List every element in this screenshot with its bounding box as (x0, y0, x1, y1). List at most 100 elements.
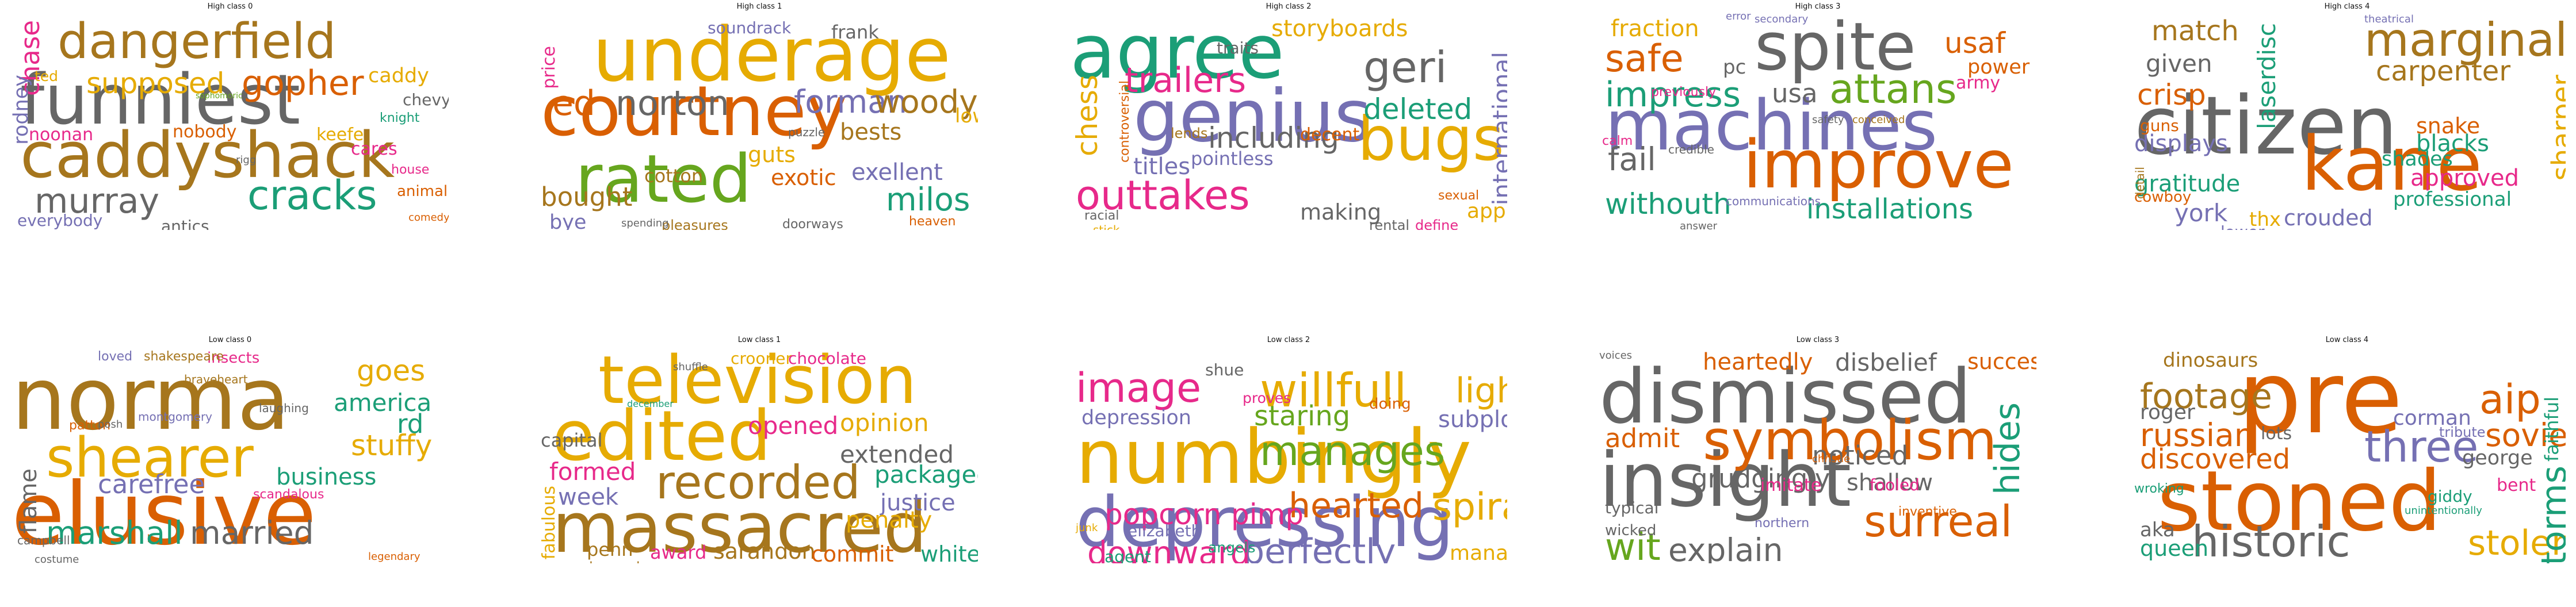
wordcloud-word: previously (1651, 85, 1717, 99)
wordcloud-word: withouth (1605, 187, 1732, 221)
wordcloud-word: geri (1363, 42, 1447, 93)
wordcloud-word: shallow (1847, 470, 1933, 496)
wordcloud-word: kane (2301, 120, 2483, 208)
wordcloud-panel-low-class-1: Low class 1 television edited massacred rec… (541, 336, 978, 563)
wordcloud-word: safety (1812, 114, 1844, 126)
wordcloud-word: murray (35, 181, 160, 221)
wordcloud-word: error (1726, 11, 1751, 22)
wordcloud-word: white (920, 541, 978, 563)
wordcloud-word: disbelief (1835, 348, 1937, 377)
wordcloud-word: caddy (368, 64, 429, 87)
wordcloud-word: milos (886, 181, 970, 218)
wordcloud-word: decent (1300, 125, 1360, 145)
panel-title: Low class 0 (208, 336, 252, 344)
wordcloud-word: numbingly (1076, 413, 1472, 501)
wordcloud-word: fabulous (541, 486, 559, 560)
wordcloud-word: exotic (771, 165, 836, 190)
wordcloud-word: shakespeare (144, 349, 224, 364)
wordcloud-word: fail (1608, 141, 1656, 178)
wordcloud-word: married (190, 514, 314, 551)
wordcloud-word: award (650, 541, 707, 563)
wordcloud-word: wroking (2134, 482, 2184, 496)
wordcloud-word: given (2146, 49, 2212, 78)
wordcloud-word: costume (35, 554, 79, 564)
wordcloud-word: chess (1071, 75, 1104, 157)
wordcloud-word: heaven (909, 214, 956, 229)
wordcloud-word: rental (1369, 217, 1410, 230)
wordcloud-word: posh (98, 418, 123, 431)
wordcloud-word: pimp (1231, 498, 1304, 531)
wordcloud-word: television (598, 345, 917, 419)
wordcloud-word: caddyshack (20, 118, 395, 192)
wordcloud-word: manages (1260, 428, 1446, 475)
wordcloud-panel-high-class-2: High class 2 agree genius bugs outtakes ches… (1070, 2, 1507, 230)
wordcloud-word: installations (1806, 193, 1974, 225)
wordcloud-word: courtney (541, 72, 847, 152)
wordcloud-word: braveheart (184, 372, 248, 386)
wordcloud-canvas: agree genius bugs outtakes chess geri trailers… (1070, 11, 1507, 230)
wordcloud-word: guts (748, 142, 796, 167)
wordcloud-word: imitate (1760, 475, 1822, 495)
wordcloud-word: nobody (173, 122, 237, 142)
wordcloud-word: unintentionally (2405, 505, 2482, 517)
wordcloud-word: laughing (259, 401, 309, 415)
wordcloud-word: rated (575, 141, 752, 218)
wordcloud-panel-low-class-3: Low class 3 dismissed insight symbolism sur… (1599, 336, 2036, 563)
wordcloud-word: attans (1829, 66, 1957, 113)
wordcloud-word: carefree (98, 469, 205, 500)
wordcloud-word: match (2151, 15, 2239, 47)
wordcloud-word: proves (1243, 390, 1291, 406)
panel-title: High class 0 (207, 2, 253, 11)
wordcloud-word: animal (397, 183, 448, 200)
wordcloud-word: theatrical (2364, 13, 2414, 25)
wordcloud-word: chocolate (788, 349, 866, 368)
wordcloud-word: loved (98, 349, 133, 364)
wordcloud-word: shue (1205, 360, 1244, 379)
wordcloud-word: crisp (2137, 78, 2206, 112)
wordcloud-word: rehearsals (575, 560, 647, 563)
wordcloud-word: ed (552, 83, 595, 124)
wordcloud-word: russian (2140, 417, 2254, 454)
wordcloud-word: perfectly (1243, 532, 1396, 563)
wordcloud-canvas: norma elusive shearer goes america rd stuffy bu… (12, 345, 449, 564)
wordcloud-word: america (334, 389, 432, 417)
wordcloud-word: racial (1084, 209, 1119, 223)
wordcloud-word: forman (794, 83, 907, 120)
wordcloud-word: dinosaurs (2163, 349, 2258, 372)
wordcloud-word: faithful (2541, 397, 2563, 462)
wordcloud-word: communications (1726, 194, 1821, 208)
wordcloud-word: cracks (247, 172, 377, 219)
wordcloud-word: queen (2140, 536, 2209, 561)
wordcloud-word: lots (2261, 424, 2292, 444)
wordcloud-word: grudgingly (1691, 463, 1830, 494)
wordcloud-word: machines (1605, 86, 1938, 166)
wordcloud-word: tribute (2439, 424, 2486, 440)
wordcloud-word: aip (2479, 376, 2541, 423)
wordcloud-word: depression (1081, 406, 1191, 429)
wordcloud-word: spending (621, 217, 669, 229)
wordcloud-word: campbell (17, 533, 70, 547)
wordcloud-word: low (955, 105, 978, 128)
wordcloud-word: shades (2382, 148, 2453, 171)
wordcloud-word: titles (1133, 153, 1191, 180)
wordcloud-word: carpenter (2376, 55, 2511, 87)
wordcloud-word: sharper (2546, 75, 2566, 181)
wordcloud-word: snake (2416, 113, 2481, 139)
wordcloud-word: staring (1254, 400, 1351, 432)
wordcloud-word: doorways (782, 217, 843, 230)
wordcloud-word: bye (549, 211, 587, 230)
wordcloud-word: justice (880, 490, 956, 516)
wordcloud-word: surreal (1864, 496, 2013, 547)
wordcloud-word: comedy (408, 212, 449, 224)
wordcloud-word: stuffy (351, 429, 433, 462)
wordcloud-word: woody (874, 83, 978, 120)
wordcloud-word: keefe (316, 125, 364, 145)
panel-title: High class 3 (1795, 2, 1841, 11)
wordcloud-word: cowboy (2134, 189, 2192, 206)
wordcloud-word: pre (2238, 345, 2403, 456)
wordcloud-word: improve (1743, 126, 2014, 203)
wordcloud-word: shearer (46, 427, 254, 490)
wordcloud-word: army (1956, 73, 2001, 93)
wordcloud-word: packaged (874, 460, 978, 489)
